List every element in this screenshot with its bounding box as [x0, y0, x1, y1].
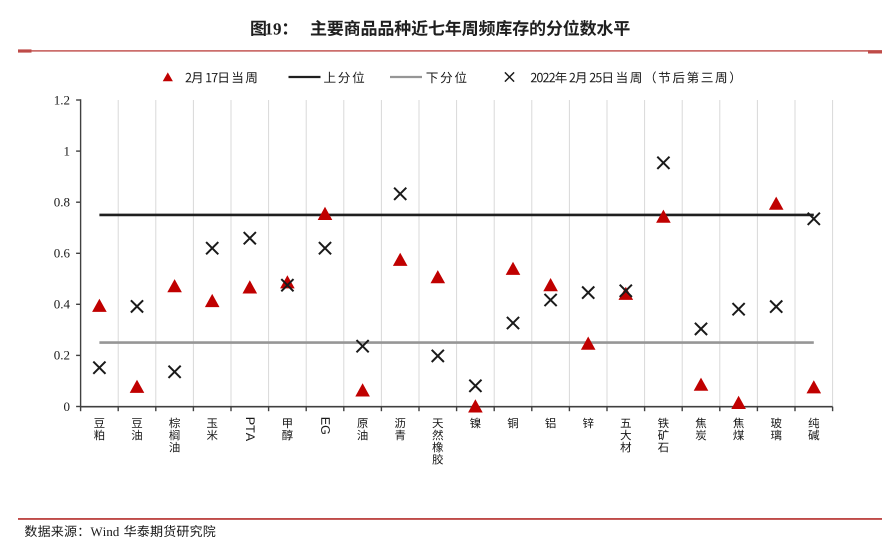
svg-text:0.8: 0.8 — [54, 195, 70, 210]
svg-text:0: 0 — [64, 399, 71, 414]
svg-text:1.2: 1.2 — [54, 92, 70, 107]
svg-text:0.6: 0.6 — [54, 246, 71, 261]
svg-text:1: 1 — [64, 143, 71, 158]
svg-text:0.4: 0.4 — [54, 297, 71, 312]
svg-text:0.2: 0.2 — [54, 348, 70, 363]
